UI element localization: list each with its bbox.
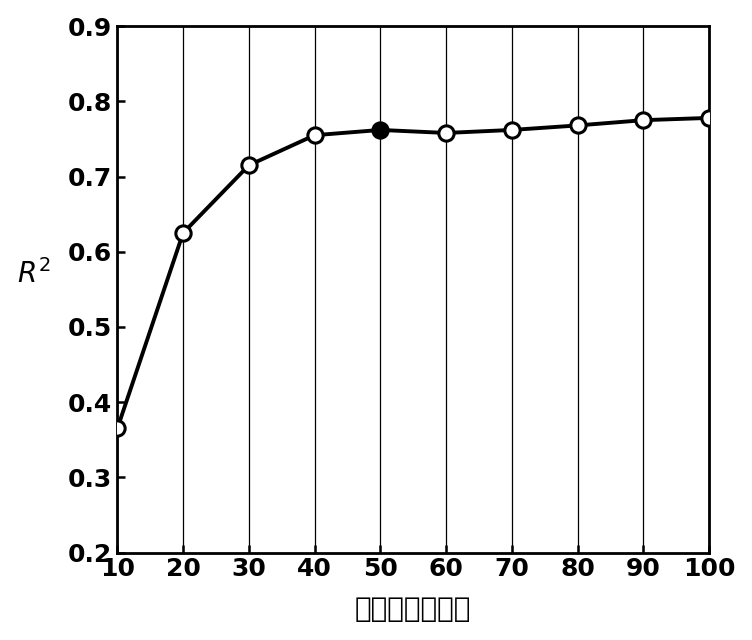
Y-axis label: $R^2$: $R^2$ <box>17 259 50 289</box>
X-axis label: 相似点搜索个数: 相似点搜索个数 <box>355 595 472 623</box>
